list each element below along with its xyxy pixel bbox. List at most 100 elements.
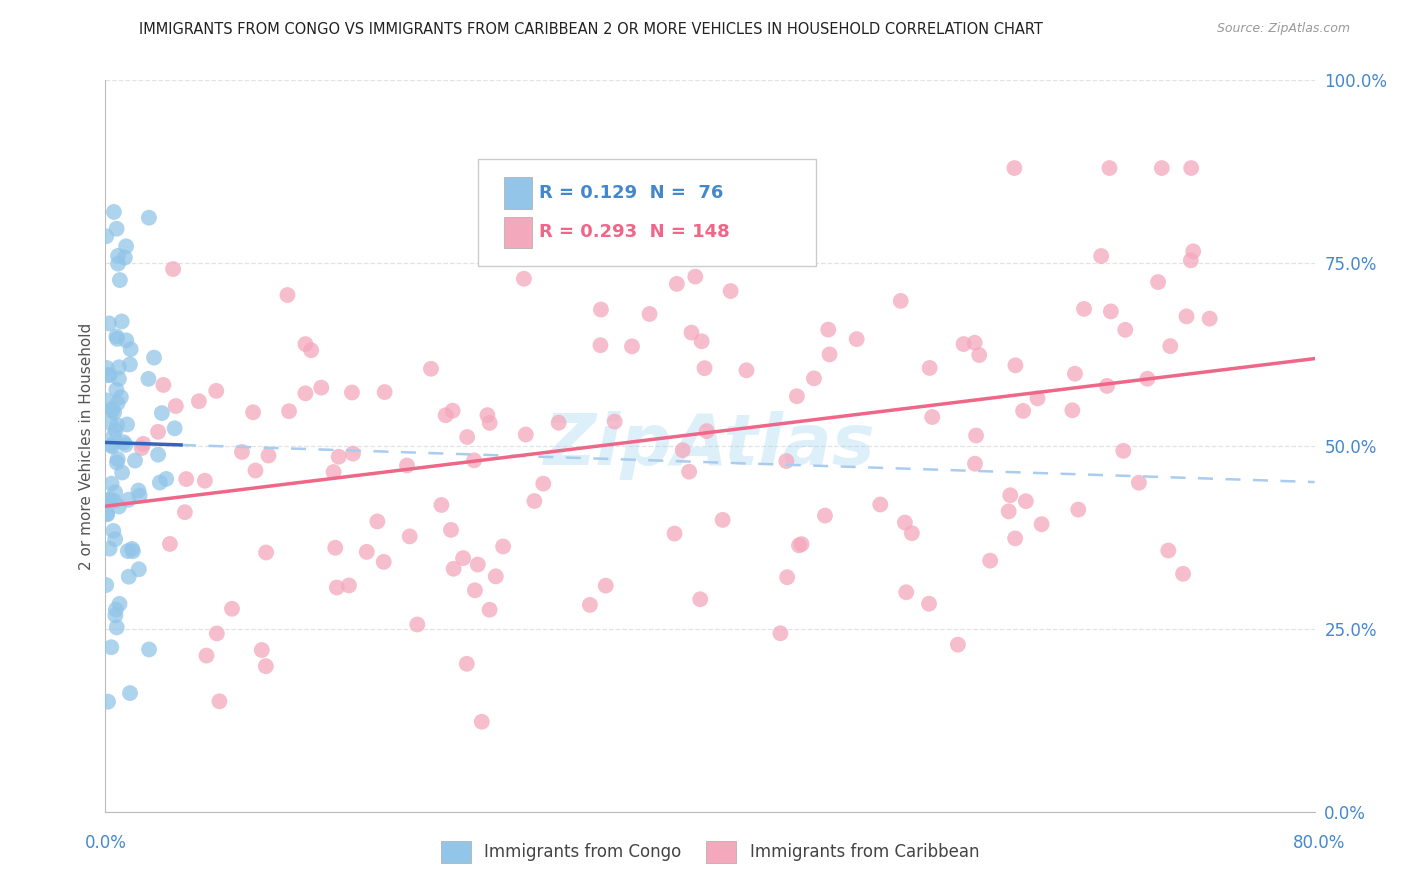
Point [690, 334, 713, 349]
Text: IMMIGRANTS FROM CONGO VS IMMIGRANTS FROM CARIBBEAN 2 OR MORE VEHICLES IN HOUSEHO: IMMIGRANTS FROM CONGO VS IMMIGRANTS FROM… [139, 22, 1042, 37]
Point [122, 544, 145, 558]
Point [685, 269, 707, 284]
Point [420, 361, 443, 376]
Point [294, 386, 316, 401]
Point [337, 578, 360, 592]
Point [111, 466, 134, 480]
Point [1098, 161, 1121, 175]
Point [963, 335, 986, 350]
Point [97, 695, 120, 709]
Point [242, 405, 264, 419]
Point [98, 317, 121, 331]
Point [790, 537, 813, 551]
Point [107, 257, 129, 271]
Point [1128, 475, 1150, 490]
Point [1012, 404, 1035, 418]
Point [451, 551, 474, 566]
Point [104, 602, 127, 616]
Point [159, 537, 181, 551]
Point [208, 694, 231, 708]
Point [114, 251, 136, 265]
Point [1198, 311, 1220, 326]
Point [105, 221, 128, 235]
Point [918, 360, 941, 375]
Point [108, 360, 131, 375]
Point [205, 626, 228, 640]
Point [174, 505, 197, 519]
Point [589, 302, 612, 317]
Point [104, 532, 127, 546]
Point [100, 438, 122, 452]
Point [1099, 304, 1122, 318]
Point [814, 508, 837, 523]
Point [340, 385, 363, 400]
Text: R = 0.129  N =  76: R = 0.129 N = 76 [538, 184, 723, 202]
Point [110, 390, 132, 404]
Point [138, 642, 160, 657]
Text: 80.0%: 80.0% [1292, 834, 1346, 852]
Point [1062, 403, 1084, 417]
Point [589, 338, 612, 352]
Point [118, 358, 141, 372]
Point [373, 555, 395, 569]
Point [195, 648, 218, 663]
Point [174, 472, 197, 486]
Point [96, 507, 118, 521]
Point [205, 384, 228, 398]
Point [100, 476, 122, 491]
Point [103, 524, 125, 538]
Point [1031, 517, 1053, 532]
Point [107, 396, 129, 410]
Point [152, 378, 174, 392]
Point [366, 515, 388, 529]
Point [918, 597, 941, 611]
Point [162, 262, 184, 277]
Point [105, 620, 128, 634]
Point [299, 343, 322, 358]
Point [967, 348, 990, 362]
Point [117, 492, 139, 507]
Point [108, 273, 131, 287]
Point [322, 465, 344, 479]
Point [395, 458, 418, 473]
Point [105, 418, 128, 433]
Point [513, 272, 536, 286]
Point [965, 428, 987, 442]
Point [477, 408, 499, 422]
Point [896, 585, 918, 599]
Point [769, 626, 792, 640]
Y-axis label: 2 or more Vehicles in Household: 2 or more Vehicles in Household [79, 322, 94, 570]
Point [163, 421, 186, 435]
Point [443, 562, 465, 576]
Point [250, 643, 273, 657]
Point [105, 456, 128, 470]
Point [1175, 310, 1198, 324]
Point [257, 449, 280, 463]
Point [132, 437, 155, 451]
Point [127, 483, 149, 498]
Point [1180, 161, 1202, 175]
Point [101, 401, 124, 416]
Point [1136, 372, 1159, 386]
Point [441, 403, 464, 417]
Point [103, 428, 125, 442]
Text: Source: ZipAtlas.com: Source: ZipAtlas.com [1216, 22, 1350, 36]
Point [107, 249, 129, 263]
Point [374, 385, 396, 400]
Point [356, 545, 378, 559]
Point [478, 416, 501, 430]
Point [187, 394, 209, 409]
Point [1150, 161, 1173, 175]
Point [603, 415, 626, 429]
Point [107, 452, 129, 467]
Point [478, 603, 501, 617]
Point [818, 347, 841, 361]
Legend: Immigrants from Congo, Immigrants from Caribbean: Immigrants from Congo, Immigrants from C… [434, 835, 986, 869]
Point [101, 403, 124, 417]
Point [485, 569, 508, 583]
Point [138, 211, 160, 225]
Point [128, 562, 150, 576]
Point [1171, 566, 1194, 581]
Point [997, 504, 1019, 518]
Point [595, 579, 617, 593]
